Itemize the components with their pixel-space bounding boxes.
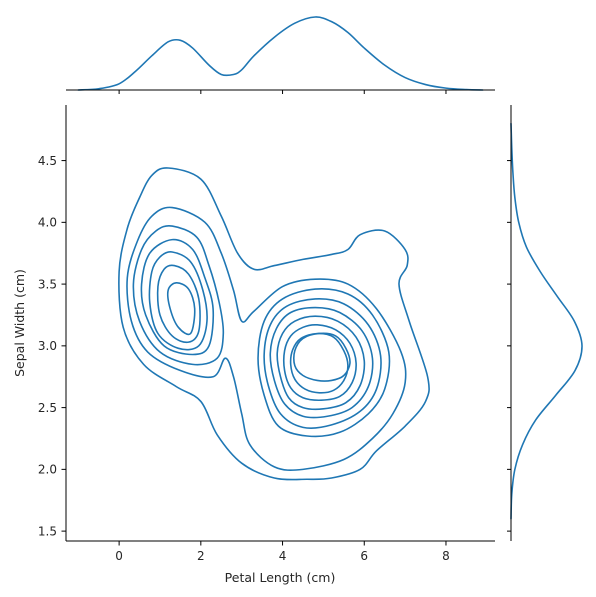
kde-contour-level-2: [126, 206, 407, 472]
marginal-y-density-line: [510, 122, 583, 520]
y-tick-label: 3.5: [38, 277, 57, 291]
kde-contour-level-7: [166, 282, 196, 336]
kde-contour-level-13: [289, 332, 349, 394]
x-tick-label: 8: [442, 549, 450, 563]
y-tick-label: 2.5: [38, 401, 57, 415]
y-tick-label: 1.5: [38, 524, 57, 538]
kde-contour-level-3: [132, 224, 225, 366]
kde-contour-level-1: [118, 167, 430, 481]
kde-contour-level-11: [276, 315, 366, 411]
y-tick-label: 2.0: [38, 463, 57, 477]
marginal-x-density: [66, 16, 495, 94]
kde-contours: [118, 167, 430, 481]
x-tick-label: 2: [197, 549, 205, 563]
axes-spines: [65, 105, 495, 542]
kde-contour-level-5: [148, 251, 208, 351]
kde-contour-level-10: [269, 306, 374, 419]
y-axis-ticks: 1.5 2.0 2.5 3.0 3.5 4.0 4.5: [38, 154, 66, 538]
kde-contour-level-12: [283, 323, 357, 402]
x-tick-label: 4: [279, 549, 287, 563]
y-tick-label: 4.5: [38, 154, 57, 168]
y-tick-label: 4.0: [38, 216, 57, 230]
x-axis-ticks: 0 2 4 6 8: [115, 541, 450, 563]
y-tick-label: 3.0: [38, 339, 57, 353]
x-tick-label: 6: [360, 549, 368, 563]
joint-kde-plot: 0 2 4 6 8 1.5 2.0 2.5 3.0 3.5 4.0 4.5: [38, 105, 495, 563]
kde-contour-level-9: [263, 298, 382, 429]
kde-contour-level-6: [156, 264, 201, 344]
x-axis-label: Petal Length (cm): [225, 570, 336, 585]
kde-contour-level-8: [257, 288, 391, 438]
y-axis-label: Sepal Width (cm): [12, 269, 27, 377]
marginal-x-density-line: [77, 16, 484, 91]
kde-contour-level-4: [140, 238, 215, 356]
x-tick-label: 0: [115, 549, 123, 563]
kde-contour-level-14: [292, 332, 351, 382]
marginal-y-density: [507, 105, 583, 541]
